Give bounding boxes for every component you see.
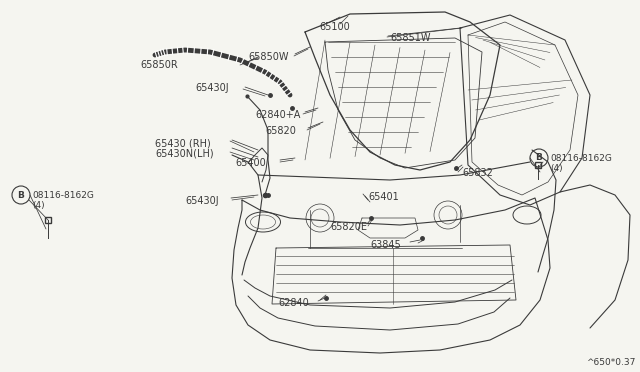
Text: 65850R: 65850R bbox=[140, 60, 178, 70]
Text: 65851W: 65851W bbox=[390, 33, 431, 43]
Text: 08116-8162G: 08116-8162G bbox=[32, 191, 94, 200]
Text: (4): (4) bbox=[550, 164, 563, 173]
Text: 65430N(LH): 65430N(LH) bbox=[155, 149, 214, 159]
Text: 65430 (RH): 65430 (RH) bbox=[155, 138, 211, 148]
Text: 65820E: 65820E bbox=[330, 222, 367, 232]
Text: B: B bbox=[17, 190, 24, 199]
Text: 65400: 65400 bbox=[235, 158, 266, 168]
Text: 62840: 62840 bbox=[278, 298, 308, 308]
Text: 65100: 65100 bbox=[319, 22, 350, 32]
Text: 65850W: 65850W bbox=[248, 52, 289, 62]
Text: ^650*0.37: ^650*0.37 bbox=[586, 358, 635, 367]
Text: 62840+A: 62840+A bbox=[255, 110, 300, 120]
Text: 65430J: 65430J bbox=[185, 196, 219, 206]
Text: 65430J: 65430J bbox=[195, 83, 228, 93]
Text: 08116-8162G: 08116-8162G bbox=[550, 154, 612, 163]
Text: (4): (4) bbox=[32, 201, 45, 210]
Text: 65401: 65401 bbox=[368, 192, 399, 202]
Text: 63845: 63845 bbox=[370, 240, 401, 250]
Text: 65832: 65832 bbox=[462, 168, 493, 178]
Text: 65820: 65820 bbox=[265, 126, 296, 136]
Text: B: B bbox=[536, 154, 543, 163]
